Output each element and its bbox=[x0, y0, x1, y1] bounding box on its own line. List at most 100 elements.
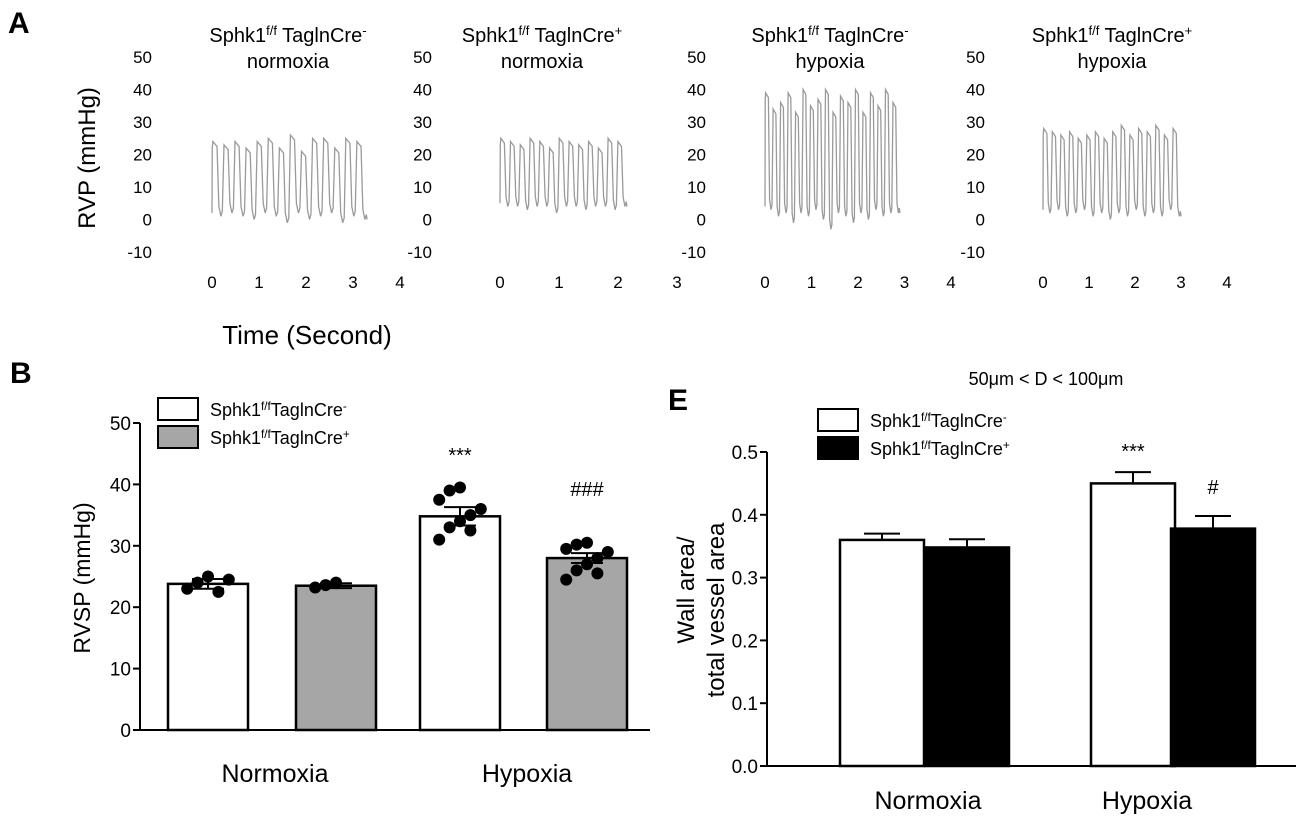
trace-title-line1: Sphk1f/f TaglnCre- bbox=[209, 23, 366, 48]
y-tick-label: 20 bbox=[413, 146, 432, 165]
panel-b-ylabel: RVSP (mmHg) bbox=[69, 502, 95, 653]
category-label: Hypoxia bbox=[1102, 787, 1192, 815]
legend-swatch-2 bbox=[157, 425, 199, 449]
panel-e-title: 50μm < D < 100μm bbox=[969, 369, 1124, 389]
legend-label-2: Sphk1f/fTaglnCre+ bbox=[210, 428, 350, 449]
trace-panel-4: Sphk1f/f TaglnCre+ hypoxia 50 40 30 20 10 0 -10 0… bbox=[960, 23, 1231, 293]
category-label: Normoxia bbox=[875, 787, 982, 815]
panel-a-ylabel: RVP (mmHg) bbox=[74, 87, 101, 229]
y-tick-label: 50 bbox=[133, 48, 152, 67]
trace-title-line2: hypoxia bbox=[796, 51, 866, 73]
legend-cre: TaglnCre bbox=[271, 400, 343, 420]
y-tick-label: 0 bbox=[423, 211, 432, 230]
y-tick-label: 10 bbox=[413, 178, 432, 197]
data-point bbox=[443, 484, 456, 497]
y-tick-label: 40 bbox=[687, 81, 706, 100]
data-point bbox=[319, 579, 332, 592]
bar-hypoxia-1 bbox=[1089, 482, 1177, 768]
legend-genotype-sup: f/f bbox=[261, 400, 271, 413]
title-cre: TaglnCre bbox=[819, 25, 904, 47]
data-point bbox=[433, 533, 446, 546]
data-point bbox=[591, 552, 604, 565]
x-tick-label: 4 bbox=[395, 273, 404, 292]
bar-normoxia-1 bbox=[166, 582, 250, 732]
panel-e-ylabel-line1: Wall area/ bbox=[673, 536, 700, 643]
data-point bbox=[601, 545, 614, 558]
title-genotype-sup: f/f bbox=[1089, 23, 1100, 38]
data-point bbox=[591, 567, 604, 580]
x-tick-label: 2 bbox=[1130, 273, 1139, 292]
x-tick-label: 0 bbox=[760, 273, 769, 292]
data-point bbox=[330, 576, 342, 589]
legend-cre: TaglnCre bbox=[931, 439, 1003, 459]
title-gene: Sphk1 bbox=[751, 25, 808, 47]
legend-cre-sup: + bbox=[1003, 439, 1010, 452]
data-point bbox=[191, 576, 204, 589]
legend-genotype-sup: f/f bbox=[921, 439, 931, 452]
y-tick-label: 0.1 bbox=[732, 694, 758, 715]
pressure-trace bbox=[764, 87, 901, 230]
data-point bbox=[443, 521, 456, 534]
y-tick-label: 50 bbox=[110, 414, 131, 435]
legend-genotype-sup: f/f bbox=[261, 428, 271, 441]
legend-label-1: Sphk1f/fTaglnCre- bbox=[870, 411, 1007, 432]
legend-swatch-1 bbox=[817, 408, 859, 432]
x-tick-label: 1 bbox=[1084, 273, 1093, 292]
y-tick-label: 10 bbox=[110, 660, 131, 681]
y-tick-label: 20 bbox=[110, 598, 131, 619]
trace-title-line1: Sphk1f/f TaglnCre+ bbox=[462, 23, 622, 48]
y-tick-label: 30 bbox=[110, 537, 131, 558]
title-cre-sup: - bbox=[904, 23, 908, 38]
y-tick-label: 10 bbox=[133, 178, 152, 197]
y-tick-label: 0.2 bbox=[732, 631, 758, 652]
y-tick-label: 40 bbox=[110, 475, 131, 496]
bar-normoxia-1 bbox=[838, 538, 926, 768]
significance-mark: *** bbox=[1121, 441, 1145, 463]
data-point bbox=[202, 570, 214, 583]
y-tick-label: 50 bbox=[966, 48, 985, 67]
trace-panel-1: Sphk1f/f TaglnCre-normoxia50403020100-10… bbox=[127, 23, 404, 293]
x-tick-label: 2 bbox=[301, 273, 310, 292]
y-tick-label: 0.4 bbox=[732, 506, 759, 527]
legend-swatch-2 bbox=[817, 436, 859, 460]
title-cre: TaglnCre bbox=[277, 25, 362, 47]
y-tick-label: -10 bbox=[960, 243, 985, 262]
panel-e-ylabel-line2: total vessel area bbox=[703, 522, 730, 697]
significance-mark: # bbox=[1207, 477, 1219, 499]
x-tick-label: 3 bbox=[672, 273, 681, 292]
x-tick-label: 0 bbox=[1038, 273, 1047, 292]
significance-mark: *** bbox=[448, 445, 472, 467]
title-gene: Sphk1 bbox=[209, 25, 266, 47]
y-tick-label: 0 bbox=[976, 211, 985, 230]
bar-hypoxia-2 bbox=[1169, 527, 1257, 768]
title-gene: Sphk1 bbox=[462, 25, 519, 47]
trace-title-line2: normoxia bbox=[247, 51, 330, 73]
data-point bbox=[581, 558, 593, 571]
bar-normoxia-2 bbox=[923, 546, 1011, 768]
data-point bbox=[309, 581, 322, 594]
trace-panel-3: Sphk1f/f TaglnCre-hypoxia50403020100-100… bbox=[681, 23, 955, 293]
bar-hypoxia-2 bbox=[545, 556, 629, 732]
title-genotype-sup: f/f bbox=[266, 23, 277, 38]
x-tick-label: 2 bbox=[613, 273, 622, 292]
x-tick-label: 2 bbox=[853, 273, 862, 292]
legend-label-1: Sphk1f/fTaglnCre- bbox=[210, 400, 347, 421]
legend-swatch-1 bbox=[157, 397, 199, 421]
x-tick-label: 4 bbox=[946, 273, 955, 292]
data-point bbox=[464, 509, 477, 522]
title-cre-sup: + bbox=[615, 23, 623, 38]
y-tick-label: 40 bbox=[966, 81, 985, 100]
legend-gene: Sphk1 bbox=[870, 439, 921, 459]
legend-cre: TaglnCre bbox=[931, 411, 1003, 431]
y-tick-label: -10 bbox=[127, 243, 152, 262]
legend-cre: TaglnCre bbox=[271, 428, 343, 448]
x-tick-label: 4 bbox=[1222, 273, 1231, 292]
x-tick-label: 3 bbox=[348, 273, 357, 292]
data-point bbox=[181, 582, 194, 595]
legend-gene: Sphk1 bbox=[210, 428, 261, 448]
significance-mark: ### bbox=[570, 479, 604, 501]
legend-gene: Sphk1 bbox=[870, 411, 921, 431]
trace-title-line2: hypoxia bbox=[1078, 51, 1148, 73]
trace-panel-2: Sphk1f/f TaglnCre+normoxia50403020100-10… bbox=[407, 23, 681, 293]
